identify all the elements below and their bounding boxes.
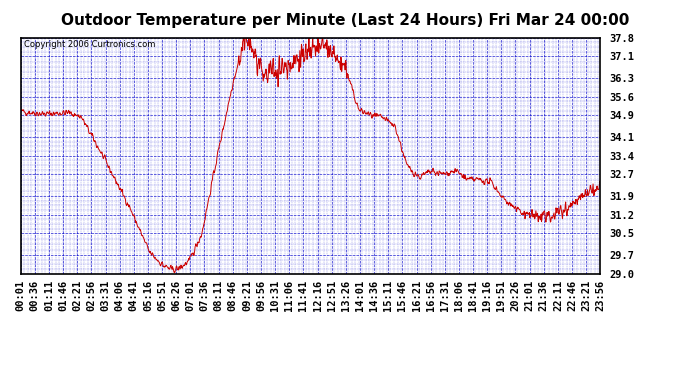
- Text: Outdoor Temperature per Minute (Last 24 Hours) Fri Mar 24 00:00: Outdoor Temperature per Minute (Last 24 …: [61, 13, 629, 28]
- Text: Copyright 2006 Curtronics.com: Copyright 2006 Curtronics.com: [23, 40, 155, 49]
